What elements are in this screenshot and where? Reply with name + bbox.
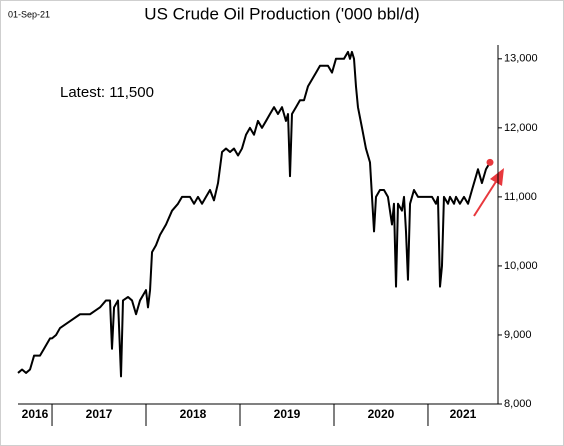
arrow-head — [490, 168, 504, 186]
latest-point — [486, 158, 494, 166]
y-tick-label: 8,000 — [504, 398, 532, 410]
x-tick-label: 2019 — [274, 407, 301, 421]
date: 01-Sep-21 — [8, 9, 50, 19]
y-tick-label: 9,000 — [504, 329, 532, 341]
chart-title: US Crude Oil Production ('000 bbl/d) — [144, 4, 419, 23]
x-tick-label: 2021 — [450, 407, 477, 421]
y-tick-label: 10,000 — [504, 260, 538, 272]
y-tick-label: 13,000 — [504, 53, 538, 65]
y-tick-label: 12,000 — [504, 122, 538, 134]
x-tick-label: 2020 — [368, 407, 395, 421]
y-tick-label: 11,000 — [504, 191, 537, 203]
arrow-shaft — [473, 179, 498, 217]
line — [17, 50, 491, 378]
annotation: Latest: 11,500 — [60, 84, 154, 101]
x-tick-label: 2018 — [180, 407, 207, 421]
x-tick-label: 2016 — [22, 407, 49, 421]
x-tick-label: 2017 — [86, 407, 113, 421]
